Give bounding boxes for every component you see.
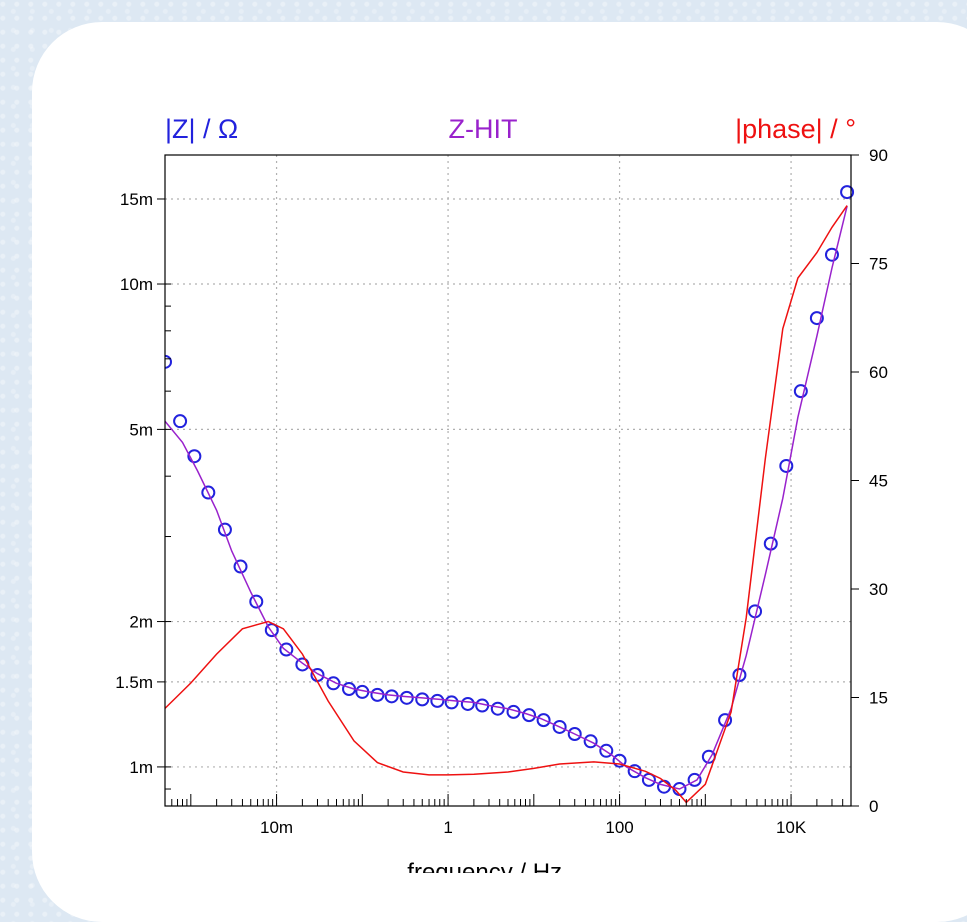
impedance-data-point (793, 384, 808, 399)
impedance-data-point (444, 695, 459, 710)
impedance-data-point (370, 687, 385, 702)
impedance-data-point (399, 690, 414, 705)
impedance-data-point (233, 559, 248, 574)
y-right-tick-label: 30 (869, 580, 888, 599)
impedance-data-point (627, 764, 642, 779)
impedance-data-point (779, 458, 794, 473)
impedance-data-point (824, 247, 839, 262)
y-right-tick-label: 15 (869, 689, 888, 708)
impedance-data-point (718, 713, 733, 728)
x-axis-title: frequency / Hz → (407, 859, 592, 873)
impedance-data-point (201, 485, 216, 500)
impedance-data-point (490, 701, 505, 716)
impedance-data-point (567, 726, 582, 741)
y-left-tick-label: 10m (120, 275, 153, 294)
impedance-data-point (460, 696, 475, 711)
series-line-zhit (165, 205, 848, 790)
impedance-data-point (809, 311, 824, 326)
impedance-data-point (522, 708, 537, 723)
x-tick-label: 100 (605, 818, 633, 837)
axes: 10m 1 100 10K 15m 10m 5m 2m 1.5m 1m 0 15 30 45 60 75 90 (115, 146, 888, 837)
impedance-data-point (641, 772, 656, 787)
impedance-data-point (552, 719, 567, 734)
y-right-tick-label: 60 (869, 363, 888, 382)
impedance-data-point (599, 743, 614, 758)
impedance-data-point (536, 713, 551, 728)
impedance-data-point (217, 522, 232, 537)
y-left-tick-label: 15m (120, 190, 153, 209)
y-left-tick-label: 2m (129, 613, 153, 632)
y-left-tick-label: 1.5m (115, 673, 153, 692)
chart-title: Z-HIT (449, 114, 518, 144)
y-axis-left-title: |Z| / Ω (165, 114, 238, 144)
impedance-data-point (430, 693, 445, 708)
impedance-data-point (687, 772, 702, 787)
series-line-phase (165, 205, 848, 804)
x-tick-label: 10K (776, 818, 807, 837)
y-right-tick-label: 0 (869, 797, 878, 816)
x-tick-label: 10m (260, 818, 293, 837)
y-left-tick-label: 5m (129, 420, 153, 439)
series-layer (165, 185, 855, 804)
impedance-data-point (279, 642, 294, 657)
series-clip-group (165, 185, 855, 804)
impedance-chart: 10m 1 100 10K15m10m5m2m1.5m1m0153045607590 … (115, 114, 888, 873)
impedance-data-point (840, 185, 855, 200)
impedance-data-point (583, 734, 598, 749)
x-tick-label: 1 (443, 818, 452, 837)
impedance-data-point (187, 449, 202, 464)
y-right-tick-label: 90 (869, 146, 888, 165)
impedance-data-point (326, 676, 341, 691)
impedance-data-point (249, 594, 264, 609)
y-right-tick-label: 45 (869, 472, 888, 491)
impedance-data-point (612, 753, 627, 768)
impedance-data-point (173, 414, 188, 429)
y-right-tick-label: 75 (869, 255, 888, 274)
impedance-data-point (264, 623, 279, 638)
impedance-data-point (415, 692, 430, 707)
y-left-tick-label: 1m (129, 758, 153, 777)
impedance-data-point (165, 354, 172, 369)
grid (165, 155, 851, 806)
y-axis-right-title: |phase| / ° (735, 114, 856, 144)
